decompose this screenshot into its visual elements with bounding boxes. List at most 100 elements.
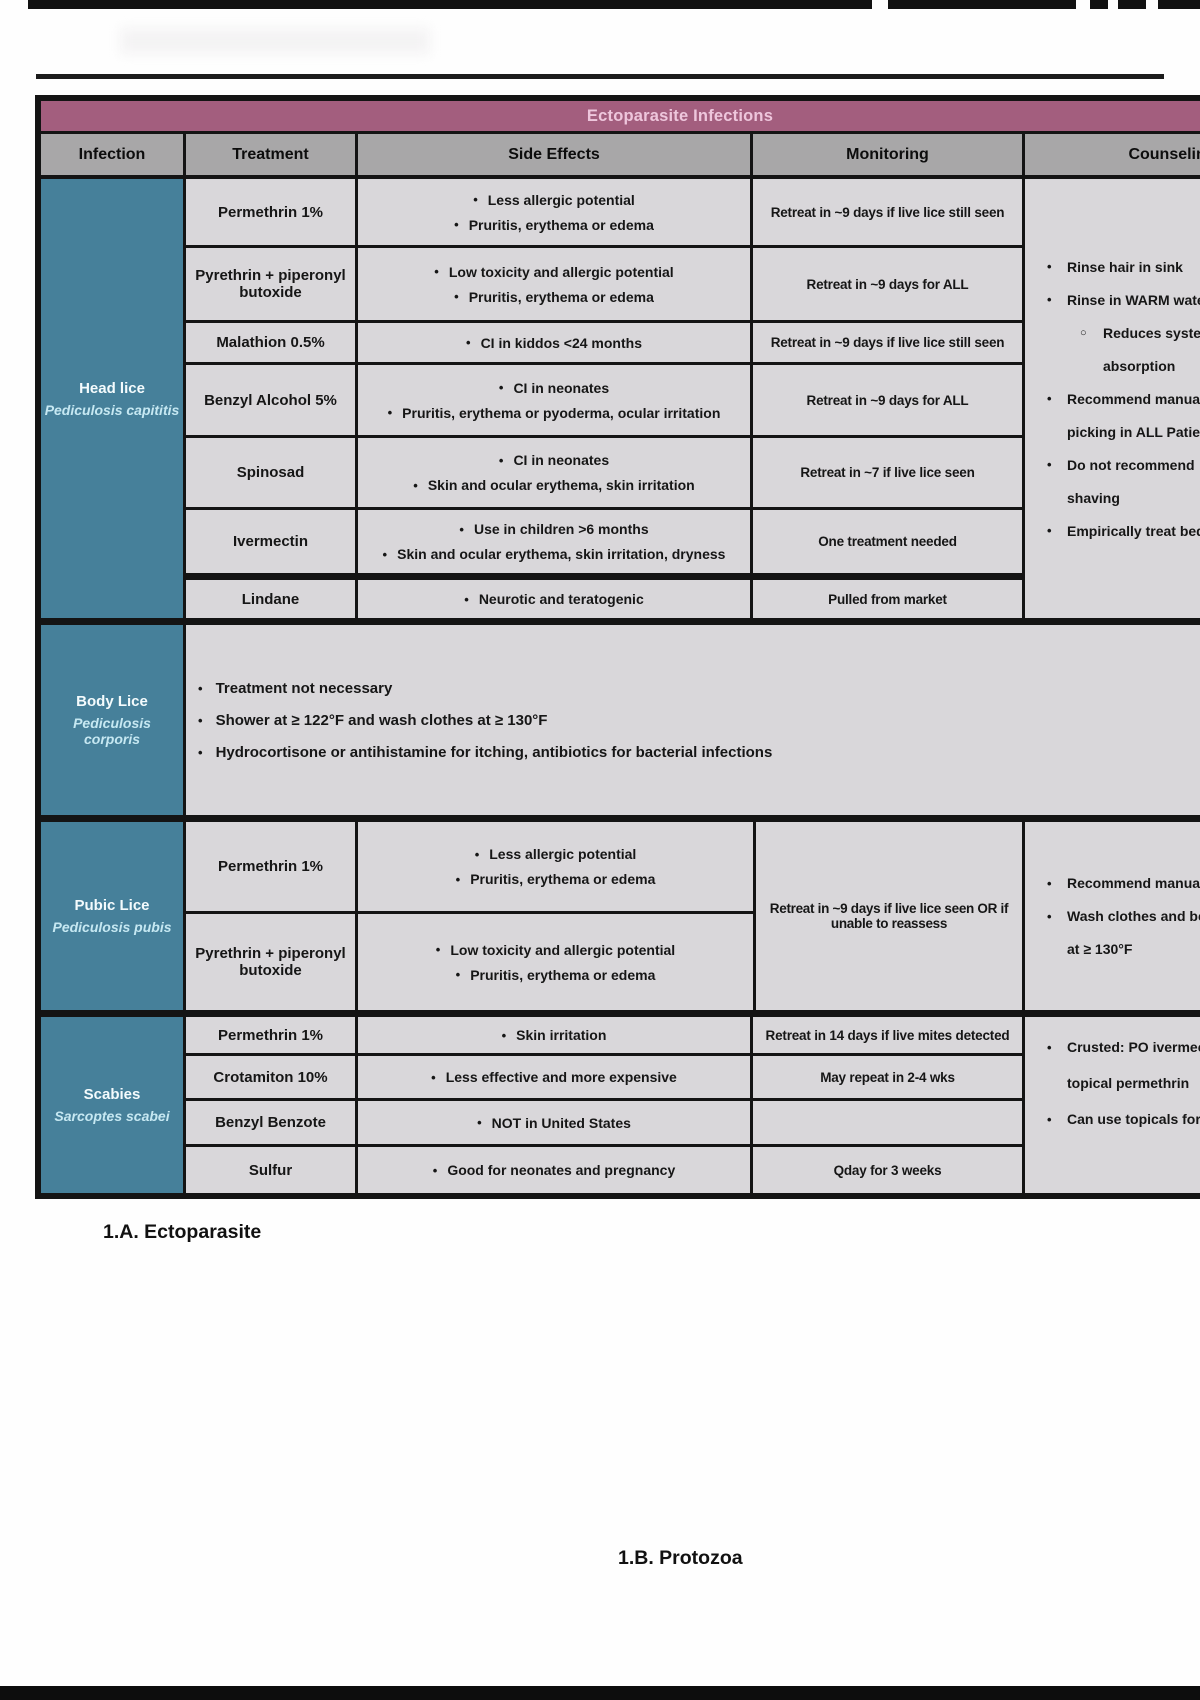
top-bar-notch: [1108, 0, 1118, 9]
column-header-treatment: Treatment: [186, 134, 358, 175]
monitoring-cell: One treatment needed: [753, 510, 1022, 573]
side-effects-cell: CI in kiddos <24 months: [358, 323, 753, 362]
monitoring-cell: Retreat in ~9 days for ALL: [753, 248, 1022, 320]
column-header-counseling: Counseling: [1128, 145, 1200, 163]
treatment-cell: Pyrethrin + piperonyl butoxide: [186, 914, 358, 1010]
monitoring-cell: Qday for 3 weeks: [753, 1147, 1022, 1193]
counseling-item: Crusted: PO ivermectin A: [1047, 1029, 1200, 1065]
side-effects-cell: CI in neonates Pruritis, erythema or pyo…: [358, 365, 753, 435]
monitoring-cell: Retreat in ~9 days if live lice still se…: [753, 179, 1022, 245]
section-body-lice: Body Lice Pediculosis corporis Treatment…: [41, 625, 1200, 822]
monitoring-text: Retreat in ~7 if live lice seen: [800, 465, 975, 480]
table-row: Spinosad CI in neonates Skin and ocular …: [186, 438, 1022, 510]
body-lice-notes-cell: Treatment not necessary Shower at ≥ 122°…: [186, 625, 1200, 815]
monitoring-text: One treatment needed: [818, 534, 957, 549]
side-effects-cell: NOT in United States: [358, 1101, 753, 1144]
infection-species: Pediculosis pubis: [52, 919, 172, 935]
counseling-item: Reduces systemic: [1047, 316, 1200, 349]
side-effect-item: Skin and ocular erythema, skin irritatio…: [383, 546, 725, 562]
body-note-item: Shower at ≥ 122°F and wash clothes at ≥ …: [198, 712, 1200, 729]
monitoring-cell: May repeat in 2-4 wks: [753, 1056, 1022, 1098]
infection-name: Pubic Lice: [74, 897, 150, 914]
side-effect-item: Less effective and more expensive: [431, 1069, 677, 1085]
infection-cell: Scabies Sarcoptes scabei: [41, 1017, 186, 1193]
monitoring-cell: Retreat in ~9 days if live lice still se…: [753, 323, 1022, 362]
side-effect-item: Skin and ocular erythema, skin irritatio…: [413, 477, 695, 493]
table-row: Benzyl Benzote NOT in United States: [186, 1101, 1022, 1147]
table-row: Crotamiton 10% Less effective and more e…: [186, 1056, 1022, 1101]
side-effects-cell: Low toxicity and allergic potential Prur…: [358, 914, 753, 1010]
monitoring-text: Retreat in 14 days if live mites detecte…: [765, 1027, 1010, 1043]
column-header-side-effects: Side Effects: [358, 134, 753, 175]
monitoring-cell-merged: Retreat in ~9 days if live lice seen OR …: [753, 822, 1022, 1010]
monitoring-cell: [753, 1101, 1022, 1144]
body-note-item: Hydrocortisone or antihistamine for itch…: [198, 744, 1200, 761]
bottom-black-bar: [0, 1686, 1200, 1700]
table-row: Ivermectin Use in children >6 months Ski…: [186, 510, 1022, 580]
counseling-cell: Crusted: PO ivermectin A topical permeth…: [1025, 1017, 1200, 1193]
monitoring-cell: Retreat in ~9 days for ALL: [753, 365, 1022, 435]
treatment-cell: Lindane: [186, 580, 358, 618]
infection-species: Pediculosis corporis: [73, 715, 151, 747]
caption-ectoparasite: 1.A. Ectoparasite: [103, 1221, 262, 1243]
section-pubic-lice: Pubic Lice Pediculosis pubis Permethrin …: [41, 822, 1200, 1017]
horizontal-rule: [36, 74, 1164, 79]
infection-cell: Pubic Lice Pediculosis pubis: [41, 822, 186, 1010]
treatment-cell: Ivermectin: [186, 510, 358, 573]
top-bar-notch: [1076, 0, 1090, 9]
monitoring-text: Retreat in ~9 days for ALL: [806, 276, 969, 292]
side-effect-item: Pruritis, erythema or edema: [454, 217, 654, 233]
counseling-item: Recommend manual: [1047, 382, 1200, 415]
side-effect-item: CI in kiddos <24 months: [466, 335, 642, 351]
caption-protozoa: 1.B. Protozoa: [618, 1547, 743, 1569]
scabies-rows: Permethrin 1% Skin irritation Retreat in…: [186, 1017, 1025, 1193]
counseling-item: at ≥ 130°F: [1067, 941, 1133, 957]
side-effect-item: CI in neonates: [499, 380, 609, 396]
counseling-item: Rinse in WARM water: [1047, 283, 1200, 316]
side-effect-item: Less allergic potential: [475, 846, 636, 862]
side-effect-item: Pruritis, erythema or edema: [456, 871, 655, 887]
counseling-cell: Rinse hair in sink Rinse in WARM water R…: [1025, 179, 1200, 618]
table-row: Sulfur Good for neonates and pregnancy Q…: [186, 1147, 1022, 1193]
side-effect-item: Pruritis, erythema or pyoderma, ocular i…: [388, 405, 720, 421]
monitoring-text: Pulled from market: [828, 591, 947, 607]
treatment-cell: Permethrin 1%: [186, 1017, 358, 1053]
monitoring-text: May repeat in 2-4 wks: [820, 1069, 955, 1085]
table-row: Malathion 0.5% CI in kiddos <24 months R…: [186, 323, 1022, 365]
ectoparasite-table: Ectoparasite Infections Infection Treatm…: [35, 95, 1200, 1199]
monitoring-cell: Pulled from market: [753, 580, 1022, 618]
side-effect-item: Less allergic potential: [473, 192, 635, 208]
side-effect-item: Use in children >6 months: [459, 521, 649, 537]
side-effect-item: NOT in United States: [477, 1115, 631, 1131]
monitoring-text: Qday for 3 weeks: [833, 1162, 942, 1178]
column-header-monitoring: Monitoring: [753, 134, 1025, 175]
treatment-cell: Crotamiton 10%: [186, 1056, 358, 1098]
counseling-item: Do not recommend: [1047, 448, 1200, 481]
table-row: Permethrin 1% Less allergic potential Pr…: [186, 822, 753, 914]
treatment-cell: Benzyl Alcohol 5%: [186, 365, 358, 435]
top-black-bar: [28, 0, 1200, 9]
infection-species: Pediculosis capititis: [44, 401, 180, 418]
side-effects-cell: CI in neonates Skin and ocular erythema,…: [358, 438, 753, 507]
side-effects-cell: Use in children >6 months Skin and ocula…: [358, 510, 753, 573]
side-effect-item: Pruritis, erythema or edema: [454, 289, 654, 305]
counseling-item: absorption: [1103, 357, 1176, 374]
side-effect-item: Skin irritation: [502, 1027, 606, 1043]
treatment-cell: Benzyl Benzote: [186, 1101, 358, 1144]
side-effects-cell: Neurotic and teratogenic: [358, 580, 753, 618]
treatment-cell: Spinosad: [186, 438, 358, 507]
infection-name: Scabies: [83, 1086, 141, 1103]
monitoring-text: Retreat in ~9 days if live lice still se…: [770, 335, 1005, 350]
counseling-item: picking in ALL Patients: [1067, 423, 1200, 440]
side-effects-cell: Less effective and more expensive: [358, 1056, 753, 1098]
body-note-item: Treatment not necessary: [198, 680, 1200, 697]
faded-watermark: [120, 28, 430, 54]
side-effects-cell: Skin irritation: [358, 1017, 753, 1053]
monitoring-cell: Retreat in ~7 if live lice seen: [753, 438, 1022, 507]
counseling-item: Recommend manual pick: [1047, 867, 1200, 900]
table-header-row: Infection Treatment Side Effects Monitor…: [41, 134, 1200, 179]
infection-cell: Body Lice Pediculosis corporis: [41, 625, 186, 815]
table-row: Permethrin 1% Less allergic potential Pr…: [186, 179, 1022, 248]
table-row: Pyrethrin + piperonyl butoxide Low toxic…: [186, 248, 1022, 323]
